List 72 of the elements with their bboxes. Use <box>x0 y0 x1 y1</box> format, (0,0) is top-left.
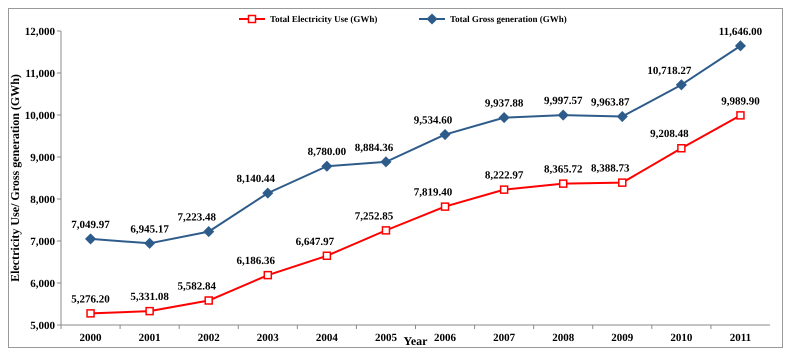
x-tick-label: 2000 <box>80 332 102 344</box>
data-label: 10,718.27 <box>647 64 692 77</box>
data-label: 8,140.44 <box>236 173 276 186</box>
data-label: 8,222.97 <box>484 170 524 182</box>
point <box>203 226 214 237</box>
x-tick-label: 2002 <box>198 332 220 344</box>
data-label: 9,937.88 <box>484 98 524 110</box>
point <box>85 234 96 244</box>
y-tick-label: 10,000 <box>24 110 56 122</box>
x-tick-label: 2003 <box>256 332 280 344</box>
x-tick-label: 2010 <box>670 332 693 344</box>
x-tick-label: 2011 <box>730 332 752 344</box>
point <box>736 111 745 120</box>
point <box>618 178 627 187</box>
data-label: 5,582.84 <box>177 280 216 293</box>
y-axis-title: Electricity Use/ Gross generation (GWh) <box>8 74 22 282</box>
point <box>735 40 746 52</box>
y-tick-label: 5,000 <box>30 320 56 332</box>
data-label: 9,534.60 <box>414 114 453 127</box>
point <box>382 226 390 235</box>
data-label: 5,276.20 <box>71 293 110 306</box>
data-label: 8,780.00 <box>308 146 347 158</box>
point <box>440 202 450 211</box>
x-axis-title: Year <box>404 334 428 348</box>
data-label: 7,049.97 <box>71 218 110 231</box>
x-tick-label: 2001 <box>138 332 161 344</box>
x-tick-label: 2009 <box>611 332 634 344</box>
x-tick-label: 2005 <box>374 332 398 344</box>
data-label: 7,223.48 <box>177 212 216 224</box>
data-label: 6,647.97 <box>296 236 335 248</box>
point <box>145 306 154 316</box>
data-label: 11,646.00 <box>718 26 763 38</box>
point <box>558 179 568 188</box>
y-tick-label: 6,000 <box>30 278 56 290</box>
y-tick-label: 8,000 <box>30 194 56 206</box>
data-label: 6,945.17 <box>130 223 170 236</box>
data-label: 9,963.87 <box>591 96 630 109</box>
point <box>676 80 687 90</box>
point <box>86 309 95 318</box>
x-tick-label: 2006 <box>434 332 457 344</box>
legend-label: Total Gross generation (GWh) <box>450 14 567 24</box>
point <box>380 156 392 168</box>
data-label: 8,365.72 <box>544 164 583 176</box>
data-label: 7,252.85 <box>354 210 394 222</box>
point <box>322 252 332 260</box>
data-label: 9,997.57 <box>544 95 583 108</box>
point <box>264 270 272 280</box>
y-tick-label: 9,000 <box>30 152 56 164</box>
point <box>500 185 508 194</box>
x-tick-label: 2008 <box>552 332 575 344</box>
point <box>262 188 274 198</box>
data-label: 8,388.73 <box>591 162 630 175</box>
point <box>617 111 628 122</box>
point <box>498 112 510 123</box>
data-label: 8,884.36 <box>354 142 394 154</box>
x-tick-label: 2007 <box>493 332 516 344</box>
y-tick-label: 7,000 <box>30 236 56 248</box>
data-label: 9,208.48 <box>650 128 690 140</box>
x-tick-label: 2004 <box>316 332 338 344</box>
point <box>558 110 568 120</box>
data-label: 6,186.36 <box>236 255 276 268</box>
legend-label: Total Electricity Use (GWh) <box>270 14 378 24</box>
data-label: 5,331.08 <box>130 291 170 304</box>
y-tick-label: 11,000 <box>25 68 56 80</box>
point <box>677 144 686 152</box>
point <box>322 160 332 172</box>
data-label: 9,989.90 <box>721 95 760 108</box>
point <box>144 238 155 249</box>
data-label: 7,819.40 <box>414 186 453 199</box>
point <box>440 129 450 140</box>
point <box>204 296 213 305</box>
y-tick-label: 12,000 <box>24 26 56 38</box>
